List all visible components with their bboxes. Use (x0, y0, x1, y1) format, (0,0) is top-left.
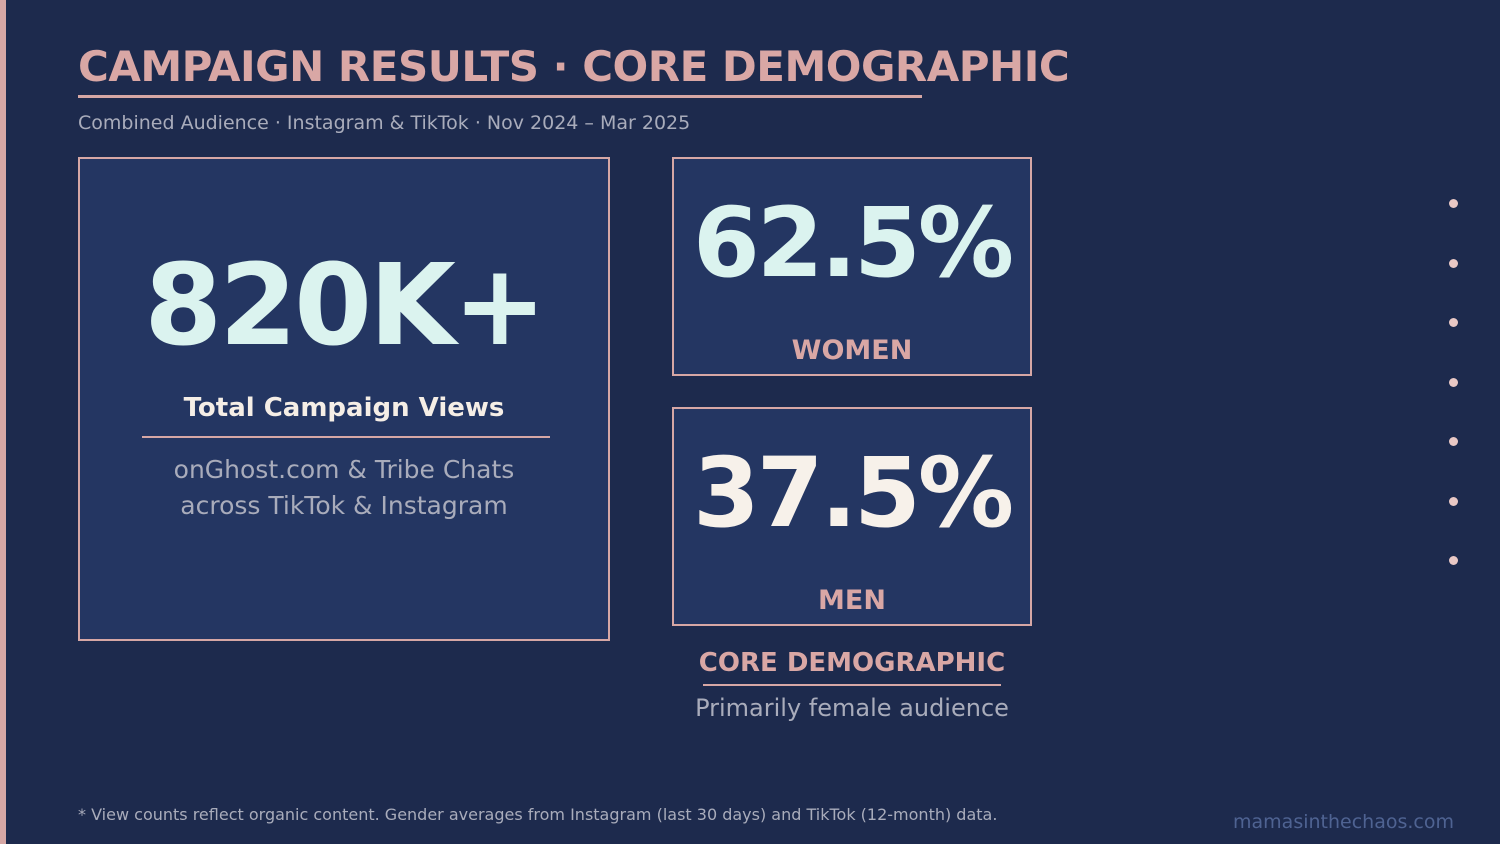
core-demographic-underline (703, 684, 1001, 686)
decorative-dot (1449, 258, 1458, 268)
men-percentage: 37.5% (692, 437, 1014, 549)
total-views-value: 820K+ (144, 241, 546, 371)
core-demographic-title: CORE DEMOGRAPHIC (698, 648, 1006, 678)
men-stat-card: 37.5% MEN (672, 407, 1032, 626)
total-views-card: 820K+ Total Campaign Views onGhost.com &… (78, 157, 610, 641)
total-views-description: onGhost.com & Tribe Chats across TikTok … (80, 452, 608, 524)
decorative-dot (1449, 377, 1458, 387)
footnote: * View counts reflect organic content. G… (78, 805, 998, 824)
decorative-dot (1449, 199, 1458, 208)
total-views-divider (142, 436, 550, 438)
description-line-1: onGhost.com & Tribe Chats (173, 455, 515, 484)
page-subtitle: Combined Audience · Instagram & TikTok ·… (78, 112, 691, 134)
total-views-label: Total Campaign Views (183, 393, 505, 423)
decorative-dot-column (1449, 199, 1459, 616)
core-demographic-subtitle: Primarily female audience (695, 694, 1009, 722)
decorative-dot (1449, 556, 1458, 565)
description-line-2: across TikTok & Instagram (180, 491, 508, 520)
men-label: MEN (818, 585, 886, 616)
decorative-dot (1449, 496, 1458, 506)
women-percentage: 62.5% (692, 187, 1014, 299)
women-stat-card: 62.5% WOMEN (672, 157, 1032, 376)
page-title: CAMPAIGN RESULTS · CORE DEMOGRAPHIC (78, 42, 1070, 91)
title-underline (78, 95, 922, 98)
decorative-dot (1449, 318, 1458, 327)
left-accent-bar (0, 0, 6, 844)
women-label: WOMEN (791, 335, 913, 366)
decorative-dot (1449, 437, 1458, 446)
website-link[interactable]: mamasinthechaos.com (1233, 811, 1454, 833)
